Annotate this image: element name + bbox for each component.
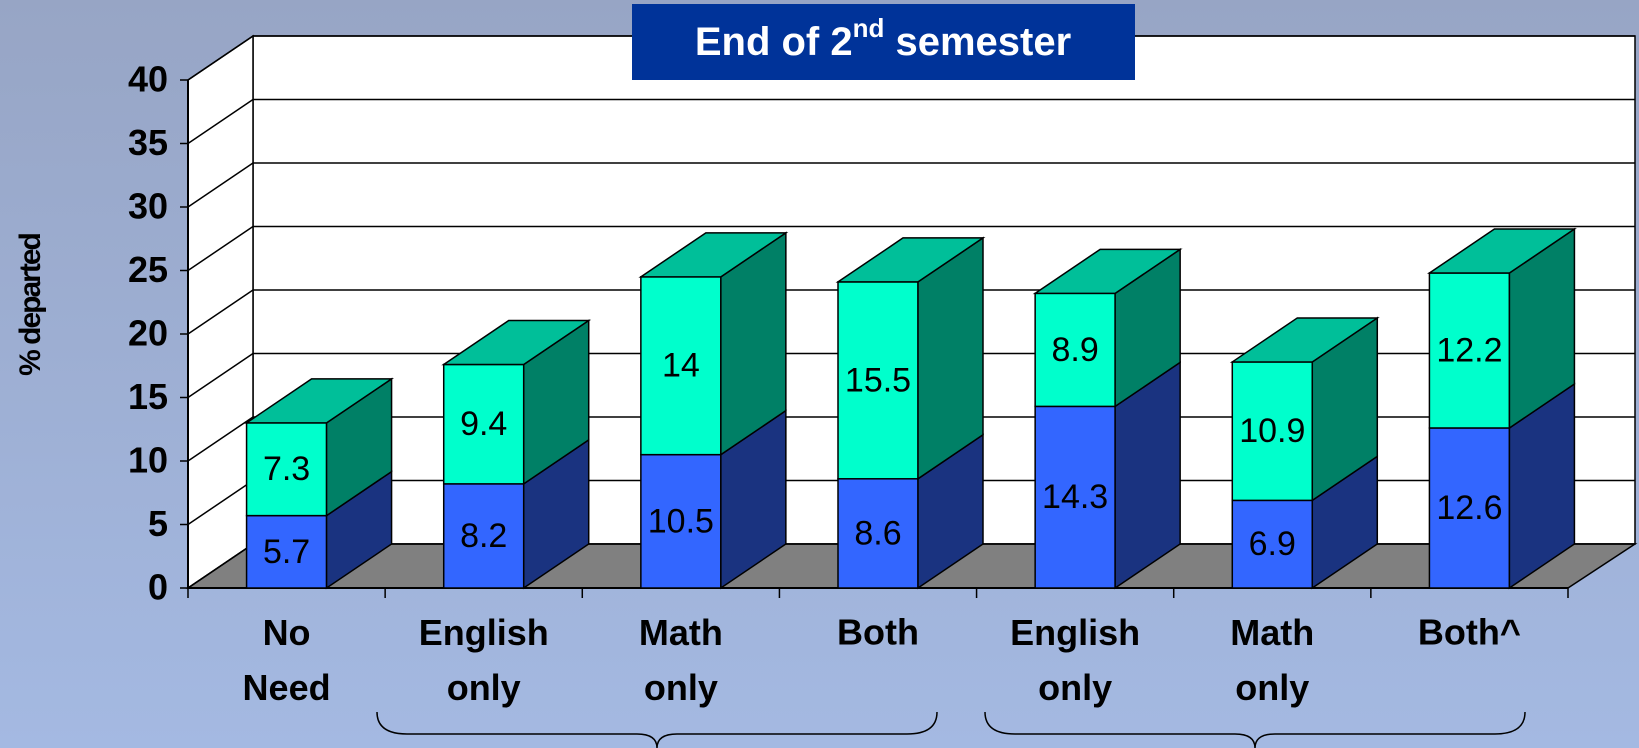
bar-segment [1231,361,1314,502]
grid-line [187,289,254,335]
x-tick-label: English only [419,612,549,708]
x-tick-label-line: Need [243,667,331,708]
value-label: 8.9 [1052,331,1099,369]
y-tick-label: 5 [148,503,168,544]
title-sup: nd [853,13,885,43]
x-tick-label-line: only [447,667,521,708]
value-label: 10.5 [648,502,714,540]
bar-segment [245,514,328,589]
x-tick-label: No Need [243,612,331,708]
value-label: 8.2 [460,517,507,555]
x-tick-label: English only [1010,612,1140,708]
y-tick-label: 30 [128,186,168,227]
x-tick-label-line: No [263,612,311,653]
bar-segment [837,478,919,589]
value-label: 8.6 [854,514,901,552]
grid-line [187,416,254,462]
x-tick-label-line: only [644,667,718,708]
grid-line [187,35,254,81]
bar-segment [837,281,919,480]
value-label: 14 [662,347,700,385]
y-axis-label: % departed [14,233,47,375]
bar-segment [1034,292,1116,408]
bar-segment [245,422,328,517]
bar-segment [1034,405,1116,589]
bar-top [1426,228,1577,274]
title-box [632,4,1135,80]
value-label: 14.3 [1042,478,1108,516]
bar-segment [442,483,525,589]
bar-segment [1428,272,1511,429]
y-tick-label: 25 [128,249,168,290]
bar-segment [1231,499,1314,589]
x-tick-label-line: only [1038,667,1112,708]
bar-segment [640,453,722,589]
x-tick-label: Both^ [1418,612,1521,653]
title-part: End of 2 [695,20,853,64]
x-tick-label-line: Math [1230,612,1314,653]
value-label: 7.3 [263,450,310,488]
chart-title: End of 2nd semester [695,13,1071,64]
x-tick-label-line: only [1235,667,1309,708]
grid-line [187,98,254,145]
value-label: 6.9 [1249,525,1296,563]
plot-area: 0 5 10 15 20 25 30 35 40 5.7 7.3 8.2 9.4 10.5 14 8.6 15.… [128,34,1638,608]
y-tick-label: 0 [148,567,168,608]
x-tick-label: Math only [1230,612,1314,708]
y-tick-label: 15 [128,376,168,417]
grid-line [187,225,254,272]
bar-top [1032,248,1183,295]
bar-top [244,378,395,424]
value-label: 15.5 [845,361,911,399]
bar-top [638,232,789,278]
group-brace [984,711,1526,748]
value-label: 12.2 [1436,331,1502,369]
value-label: 12.6 [1436,489,1502,527]
value-label: 5.7 [263,533,310,571]
x-tick-label-line: Math [639,612,723,653]
grid-line [187,543,254,589]
bar-top [1229,317,1380,363]
value-label: 9.4 [460,405,507,443]
x-tick-label-line: English [419,612,549,653]
value-label: 10.9 [1239,412,1305,450]
title-part: semester [884,20,1071,64]
y-tick-label: 10 [128,440,168,481]
bar-top [835,237,986,283]
bar-segment [442,363,525,485]
grid-line [187,352,254,399]
x-tick-label: Both [837,612,919,653]
bar-segment [640,276,722,456]
x-tick-label-line: English [1010,612,1140,653]
y-tick-label: 35 [128,122,168,163]
bar-top [441,319,592,366]
y-tick-label: 40 [128,59,168,100]
y-tick-label: 20 [128,313,168,354]
grid-line [187,479,254,526]
grid-line [187,162,254,208]
x-tick-label: Math only [639,612,723,708]
group-brace [376,711,938,748]
